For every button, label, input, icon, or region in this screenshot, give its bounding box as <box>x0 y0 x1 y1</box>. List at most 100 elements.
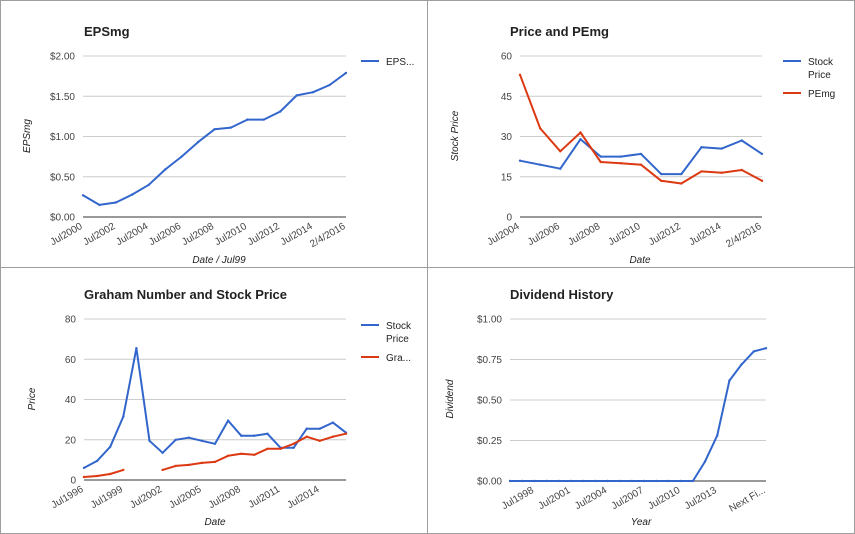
x-tick-label: Jul2010 <box>646 485 682 512</box>
data-point <box>740 168 743 172</box>
data-point <box>331 421 335 424</box>
y-tick-label: $0.75 <box>477 355 502 366</box>
data-point <box>331 435 335 438</box>
x-tick-label: Jul2012 <box>647 221 683 248</box>
series-line-1 <box>83 468 124 478</box>
data-point <box>599 155 602 158</box>
y-tick-label: $0.50 <box>477 396 502 407</box>
data-point <box>545 479 548 483</box>
data-point <box>720 171 723 174</box>
legend-label: Gra... <box>386 353 411 364</box>
legend-label: Price <box>808 70 831 81</box>
data-point <box>266 447 269 450</box>
data-point <box>213 128 216 131</box>
data-point <box>240 434 243 437</box>
data-point <box>619 155 622 158</box>
data-point <box>114 201 118 204</box>
x-axis-title: Year <box>631 517 652 528</box>
data-point <box>569 479 573 483</box>
data-point <box>328 83 331 87</box>
data-point <box>135 347 138 350</box>
series-line-0 <box>82 72 347 206</box>
data-point <box>680 172 683 176</box>
x-tick-label: Jul2006 <box>147 221 183 248</box>
data-point <box>81 194 85 197</box>
data-point <box>679 479 682 483</box>
data-point <box>764 347 768 350</box>
x-tick-label: Jul2008 <box>207 484 243 511</box>
chart-title: Price and PEmg <box>510 24 609 39</box>
y-tick-label: $1.00 <box>477 315 502 326</box>
x-tick-label: Jul2014 <box>687 221 723 248</box>
x-tick-label: Jul2010 <box>607 221 643 248</box>
y-tick-label: 80 <box>65 315 77 326</box>
x-tick-label: 2/4/2016 <box>724 221 764 250</box>
data-point <box>559 167 562 170</box>
data-point <box>213 442 217 445</box>
data-point <box>594 479 597 483</box>
data-point <box>630 479 634 483</box>
data-point <box>229 126 233 129</box>
x-tick-label: Jul2014 <box>285 484 321 511</box>
data-point <box>95 474 99 478</box>
data-point <box>95 459 99 463</box>
y-axis-title: Dividend <box>445 379 456 418</box>
series-line-0 <box>510 347 767 482</box>
x-tick-label: Jul2000 <box>49 221 85 248</box>
y-axis-title: Stock Price <box>450 110 461 161</box>
data-point <box>508 479 512 483</box>
price-pe-chart-panel: Price and PEmg 0 15 30 45 60 Jul2004 Jul2006 Jul… <box>427 0 855 268</box>
data-point <box>253 434 256 437</box>
data-point <box>344 432 348 435</box>
data-point <box>740 363 743 366</box>
data-point <box>716 434 719 437</box>
data-point <box>98 203 101 207</box>
chart-svg: Graham Number and Stock Price 0 20 40 60 80 Ju… <box>27 287 412 528</box>
data-point <box>109 472 112 476</box>
x-tick-label: Jul2007 <box>610 485 646 512</box>
x-tick-label: Jul1996 <box>50 484 86 511</box>
data-point <box>174 438 177 441</box>
x-tick-label: Jul2004 <box>573 485 609 512</box>
data-point <box>226 454 230 457</box>
x-tick-label: Jul2002 <box>82 221 118 248</box>
data-point <box>187 436 190 439</box>
data-point <box>521 479 524 483</box>
series-line-0 <box>83 347 347 469</box>
x-tick-label: Jul2010 <box>213 221 249 248</box>
data-point <box>344 71 348 75</box>
y-tick-label: $1.00 <box>50 132 75 143</box>
data-point <box>639 163 643 166</box>
data-point <box>295 94 298 97</box>
data-point <box>109 445 112 448</box>
data-point <box>82 475 86 479</box>
data-point <box>703 460 707 463</box>
data-point <box>318 439 321 442</box>
x-tick-label: Jul2002 <box>128 484 164 511</box>
x-tick-label: Jul2012 <box>246 221 282 248</box>
data-point <box>266 432 269 435</box>
data-point <box>667 479 670 483</box>
data-point <box>700 170 703 173</box>
x-tick-label: Jul2008 <box>180 221 216 248</box>
x-tick-label: Jul1998 <box>500 485 536 512</box>
data-point <box>213 460 217 464</box>
y-axis-title: EPSmg <box>22 119 33 153</box>
y-tick-label: 60 <box>65 355 77 366</box>
data-point <box>262 118 265 121</box>
series-line-1 <box>162 432 347 471</box>
data-point <box>246 118 249 121</box>
data-point <box>518 159 522 162</box>
data-point <box>311 91 315 94</box>
data-point <box>292 446 295 449</box>
data-point <box>579 131 582 134</box>
x-axis-title: Date / Jul99 <box>192 255 246 266</box>
data-point <box>200 439 204 442</box>
data-point <box>559 150 562 153</box>
data-point <box>122 468 125 472</box>
chart-svg: Dividend History $0.00 $0.25 $0.50 $0.75 $1.0… <box>445 287 768 528</box>
x-tick-label: Next Fi... <box>727 485 767 515</box>
y-tick-label: $0.00 <box>50 213 75 224</box>
legend-label: EPS... <box>386 57 414 68</box>
y-tick-label: $0.00 <box>477 477 502 488</box>
